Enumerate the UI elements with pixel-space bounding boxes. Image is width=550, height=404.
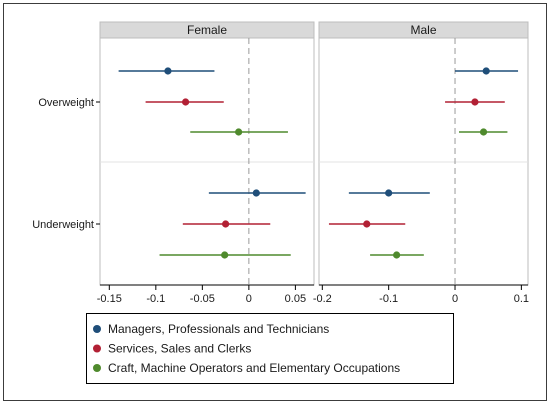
legend-label: Services, Sales and Clerks [108, 342, 251, 356]
point-estimate [471, 98, 479, 106]
point-estimate [164, 67, 172, 75]
point-estimate [182, 98, 190, 106]
point-estimate [235, 128, 243, 136]
point-estimate [393, 251, 401, 259]
x-tick-label: -0.15 [97, 293, 122, 305]
x-tick-label: -0.05 [190, 293, 215, 305]
y-group-label: Overweight [38, 97, 94, 109]
point-estimate [221, 251, 229, 259]
panel-female: Female -0.15 -0.1 -0.05 0 0.05 [97, 21, 315, 305]
point-estimate [222, 220, 230, 228]
legend: Managers, Professionals and Technicians S… [86, 313, 454, 384]
legend-marker [93, 364, 101, 372]
x-tick-label: 0.05 [285, 293, 306, 305]
panel-title: Female [187, 23, 227, 37]
x-tick-label: -0.1 [379, 293, 398, 305]
x-tick-label: -0.2 [313, 293, 332, 305]
legend-marker [93, 325, 101, 333]
figure-border [3, 3, 547, 401]
point-estimate [482, 67, 490, 75]
x-tick-label: 0.1 [514, 293, 529, 305]
panels: Female -0.15 -0.1 -0.05 0 0.05 Male -0.2 -0.1 0 0.… [97, 21, 529, 305]
legend-items: Managers, Professionals and Technicians S… [93, 322, 400, 375]
legend-marker [93, 344, 101, 353]
legend-label: Craft, Machine Operators and Elementary … [108, 361, 400, 375]
y-group-label: Underweight [32, 219, 94, 231]
y-axis-labels: Overweight Underweight [32, 97, 100, 231]
panel-male: Male -0.2 -0.1 0 0.1 [313, 21, 529, 305]
legend-box [86, 313, 454, 384]
point-estimate [385, 189, 393, 197]
panel-title: Male [410, 23, 436, 37]
x-tick-label: -0.1 [146, 293, 165, 305]
x-tick-label: 0 [452, 293, 458, 305]
legend-label: Managers, Professionals and Technicians [108, 322, 329, 336]
point-estimate [479, 128, 488, 136]
point-estimate [252, 189, 260, 197]
x-tick-label: 0 [246, 293, 252, 305]
point-estimate [363, 220, 371, 228]
